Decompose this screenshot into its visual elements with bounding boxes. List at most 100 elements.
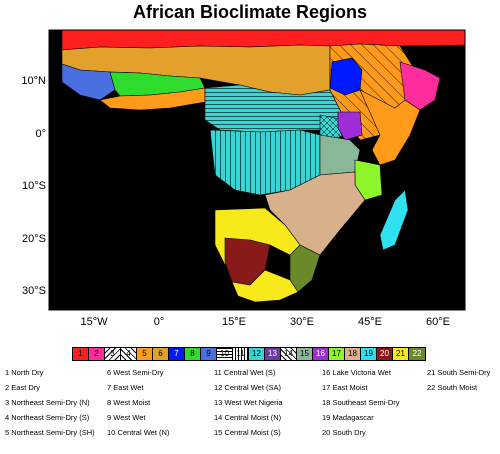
legend-label: West Wet Nigeria: [224, 398, 283, 407]
lat-label-0: 0°: [35, 128, 46, 140]
colorbar-box-13: 13: [265, 348, 281, 360]
legend-number: 11: [214, 368, 222, 377]
legend-label: Madagascar: [332, 413, 374, 422]
legend-item-4: 4 Northeast Semi-Dry (S): [5, 413, 89, 422]
legend-number: 21: [427, 368, 436, 377]
region-madagascar: [379, 189, 409, 251]
colorbar-box-4: 4: [121, 348, 137, 360]
legend-number: 3: [5, 398, 10, 407]
legend-label: Northeast Semi-Dry (N): [11, 398, 90, 407]
colorbar-box-20: 20: [377, 348, 393, 360]
colorbar-box-16: 16: [313, 348, 329, 360]
legend-label: Central Wet (S): [223, 368, 276, 377]
legend-number: 4: [5, 413, 10, 422]
region-cape: [231, 269, 299, 303]
colorbar-box-6: 6: [153, 348, 169, 360]
legend-number: 5: [5, 428, 10, 437]
legend-item-19: 19 Madagascar: [322, 413, 374, 422]
legend-label: Southeast Semi-Dry: [332, 398, 400, 407]
regions-layer: [61, 30, 465, 303]
colorbar-box-8: 8: [185, 348, 201, 360]
region-northeast-shrub: [359, 89, 421, 166]
legend-number: 2: [5, 383, 10, 392]
colorbar-box-21: 21: [393, 348, 409, 360]
colorbar-box-12: 12: [249, 348, 265, 360]
legend-label: Central Moist (S): [224, 428, 281, 437]
legend-item-8: 8 West Moist: [107, 398, 150, 407]
legend-number: 20: [322, 428, 331, 437]
legend-item-6: 6 West Semi-Dry: [107, 368, 164, 377]
colorbar-box-5: 5: [137, 348, 153, 360]
legend-label: West Moist: [113, 398, 151, 407]
legend-item-7: 7 East Wet: [107, 383, 144, 392]
legend: 1 North Dry 2 East Dry 3 Northeast Semi-Dr…: [0, 368, 500, 454]
legend-item-3: 3 Northeast Semi-Dry (N): [5, 398, 90, 407]
legend-item-16: 16 Lake Victoria Wet: [322, 368, 391, 377]
colorbar-box-3: 3: [105, 348, 121, 360]
legend-item-10: 10 Central Wet (N): [107, 428, 169, 437]
legend-number: 10: [107, 428, 116, 437]
legend-item-20: 20 South Dry: [322, 428, 366, 437]
colorbar-box-11: 11: [233, 348, 249, 360]
legend-label: South Semi-Dry: [437, 368, 491, 377]
lon-ticks: [93, 305, 439, 310]
legend-item-13: 13 West Wet Nigeria: [214, 398, 283, 407]
colorbar-box-22: 22: [409, 348, 425, 360]
legend-number: 19: [322, 413, 331, 422]
legend-label: South Dry: [332, 428, 366, 437]
legend-item-1: 1 North Dry: [5, 368, 43, 377]
legend-item-14: 14 Central Moist (N): [214, 413, 281, 422]
colorbar-box-10: 10: [217, 348, 233, 360]
page-title: African Bioclimate Regions: [132, 2, 368, 22]
map-frame: [48, 29, 466, 311]
legend-number: 17: [322, 383, 331, 392]
legend-item-5: 5 Northeast Semi-Dry (SH): [5, 428, 95, 437]
colorbar-box-2: 2: [89, 348, 105, 360]
legend-item-11: 11 Central Wet (S): [214, 368, 275, 377]
lon-label-0: 0°: [153, 316, 165, 328]
lat-label-10n: 10°N: [21, 75, 46, 87]
legend-label: Central Wet (SA): [224, 383, 281, 392]
legend-label: Lake Victoria Wet: [332, 368, 391, 377]
legend-label: Central Wet (N): [117, 428, 170, 437]
legend-number: 9: [107, 413, 112, 422]
colorbar-box-18: 18: [345, 348, 361, 360]
colorbar-box-19: 19: [361, 348, 377, 360]
legend-item-2: 2 East Dry: [5, 383, 40, 392]
legend-label: Central Moist (N): [224, 413, 282, 422]
legend-item-21: 21 South Semi-Dry: [427, 368, 490, 377]
legend-label: Northeast Semi-Dry (SH): [11, 428, 95, 437]
lon-label-15w: 15°W: [80, 316, 108, 328]
legend-item-22: 22 South Moist: [427, 383, 477, 392]
legend-label: South Moist: [437, 383, 478, 392]
legend-label: Northeast Semi-Dry (S): [11, 413, 90, 422]
colorbar-box-9: 9: [201, 348, 217, 360]
legend-item-9: 9 West Wet: [107, 413, 146, 422]
legend-number: 7: [107, 383, 112, 392]
lat-label-10s: 10°S: [22, 180, 46, 192]
lon-label-15e: 15°E: [222, 316, 246, 328]
lon-label-45e: 45°E: [358, 316, 382, 328]
legend-number: 1: [5, 368, 10, 377]
legend-number: 15: [214, 428, 223, 437]
legend-number: 16: [322, 368, 331, 377]
lat-ticks: [49, 81, 54, 293]
legend-number: 14: [214, 413, 223, 422]
region-west-wet: [61, 63, 116, 101]
legend-number: 6: [107, 368, 112, 377]
legend-label: East Dry: [11, 383, 41, 392]
legend-item-12: 12 Central Wet (SA): [214, 383, 281, 392]
legend-label: West Semi-Dry: [113, 368, 164, 377]
colorbar-box-1: 1: [73, 348, 89, 360]
legend-item-15: 15 Central Moist (S): [214, 428, 281, 437]
legend-label: East Moist: [332, 383, 368, 392]
lon-label-30e: 30°E: [290, 316, 314, 328]
legend-label: North Dry: [11, 368, 44, 377]
colorbar-box-15: 15: [297, 348, 313, 360]
legend-number: 13: [214, 398, 223, 407]
legend-item-17: 17 East Moist: [322, 383, 367, 392]
colorbar: 1 2 3 4 5 6 7 8 9 10 11 12 13 14 15 16 17 18 19 20 21 22: [72, 347, 426, 361]
lat-label-30s: 30°S: [22, 285, 46, 297]
legend-number: 22: [427, 383, 436, 392]
